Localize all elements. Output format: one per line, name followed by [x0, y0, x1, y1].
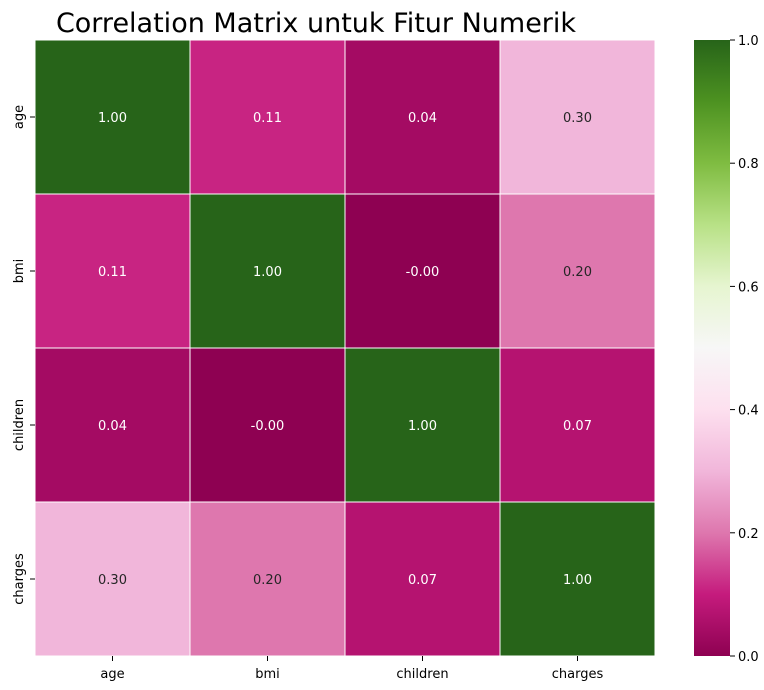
heatmap-value-charges-bmi: 0.20	[253, 573, 282, 588]
heatmap-value-charges-children: 0.07	[408, 573, 437, 588]
heatmap-value-labels: 1.00 0.11 0.04 0.30 0.11 1.00 -0.00 0.20 0.04 -0.…	[98, 111, 592, 588]
heatmap-cell-age-bmi	[189, 39, 346, 195]
heatmap-cell-charges-bmi	[189, 501, 346, 657]
x-tick-label-age: age	[100, 667, 124, 682]
x-axis-ticks: age bmi children charges	[100, 656, 603, 682]
heatmap-cell-children-bmi	[189, 347, 346, 503]
heatmap-value-bmi-charges: 0.20	[563, 265, 592, 280]
heatmap-cell-charges-charges	[499, 501, 656, 657]
y-tick-label-bmi: bmi	[12, 259, 27, 284]
colorbar-tick-label: 0.2	[738, 527, 759, 542]
heatmap-value-bmi-age: 0.11	[98, 265, 127, 280]
heatmap-value-charges-charges: 1.00	[563, 573, 592, 588]
heatmap-value-children-children: 1.00	[408, 419, 437, 434]
heatmap-value-bmi-children: -0.00	[406, 265, 440, 280]
y-tick-label-age: age	[12, 105, 27, 129]
heatmap-value-age-charges: 0.30	[563, 111, 592, 126]
heatmap-cell-bmi-bmi	[189, 193, 346, 349]
colorbar-tick-label: 0.0	[738, 650, 759, 665]
heatmap-cell-age-charges	[499, 39, 656, 195]
colorbar-tick-label: 0.4	[738, 404, 759, 419]
heatmap-value-children-age: 0.04	[98, 419, 127, 434]
heatmap-value-age-bmi: 0.11	[253, 111, 282, 126]
y-axis-ticks: age bmi children charges	[12, 105, 35, 605]
colorbar-tick-label: 1.0	[738, 34, 759, 49]
y-tick-label-charges: charges	[12, 553, 27, 605]
colorbar-tick-label: 0.6	[738, 280, 759, 295]
colorbar-ticks: 0.0 0.2 0.4 0.6 0.8 1.0	[730, 34, 759, 665]
heatmap-cell-children-charges	[499, 347, 656, 503]
heatmap-value-bmi-bmi: 1.00	[253, 265, 282, 280]
heatmap-cell-bmi-age	[34, 193, 191, 349]
colorbar-tick-label: 0.8	[738, 157, 759, 172]
heatmap-value-children-charges: 0.07	[563, 419, 592, 434]
chart-title: Correlation Matrix untuk Fitur Numerik	[56, 8, 576, 39]
heatmap-value-age-age: 1.00	[98, 111, 127, 126]
colorbar	[694, 40, 730, 656]
heatmap-cell-charges-children	[344, 501, 501, 657]
heatmap-value-children-bmi: -0.00	[251, 419, 285, 434]
heatmap-cell-bmi-charges	[499, 193, 656, 349]
heatmap-cells	[34, 39, 656, 657]
heatmap-cell-age-children	[344, 39, 501, 195]
heatmap-cell-charges-age	[34, 501, 191, 657]
x-tick-label-charges: charges	[552, 667, 604, 682]
heatmap-cell-age-age	[34, 39, 191, 195]
heatmap-value-age-children: 0.04	[408, 111, 437, 126]
heatmap-cell-bmi-children	[344, 193, 501, 349]
x-tick-label-bmi: bmi	[255, 667, 280, 682]
heatmap-value-charges-age: 0.30	[98, 573, 127, 588]
y-tick-label-children: children	[12, 399, 27, 451]
x-tick-label-children: children	[396, 667, 448, 682]
